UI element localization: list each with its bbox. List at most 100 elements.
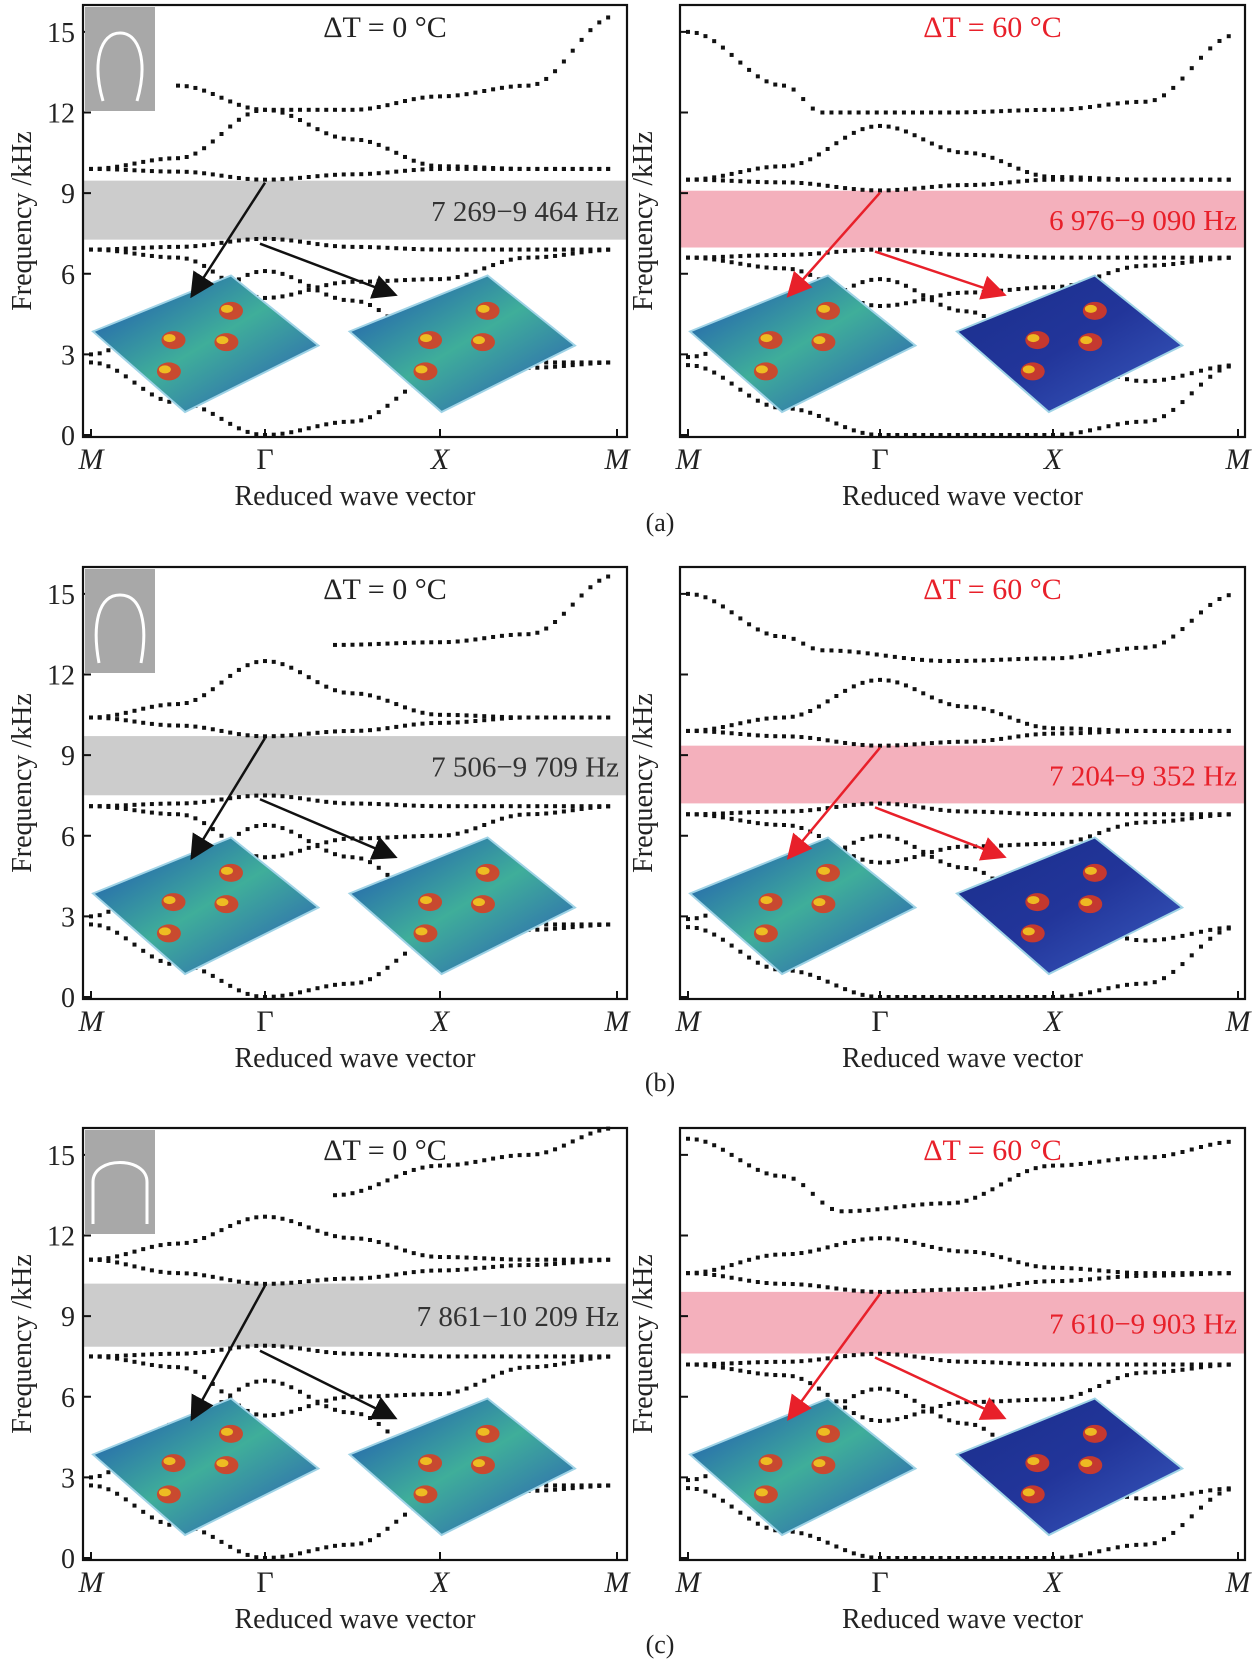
band-point bbox=[420, 95, 425, 100]
band-point bbox=[865, 110, 870, 115]
band-point bbox=[1161, 1495, 1166, 1500]
band-point bbox=[1033, 1362, 1038, 1367]
band-point bbox=[141, 252, 146, 257]
band-point bbox=[1097, 426, 1102, 431]
deformation-lobe-core bbox=[813, 1459, 826, 1468]
x-tick-label: M bbox=[1225, 1566, 1253, 1599]
band-point bbox=[929, 251, 934, 256]
band-point bbox=[1125, 100, 1129, 105]
band-point bbox=[158, 958, 163, 963]
band-point bbox=[132, 719, 137, 724]
band-point bbox=[1217, 38, 1222, 43]
band-point bbox=[1198, 177, 1203, 182]
band-point bbox=[245, 1280, 250, 1285]
deformation-lobe-core bbox=[755, 1488, 768, 1497]
band-point bbox=[553, 166, 558, 171]
band-point bbox=[482, 1158, 487, 1163]
band-point bbox=[544, 626, 549, 631]
band-point bbox=[1143, 1496, 1148, 1501]
band-point bbox=[376, 1394, 381, 1399]
band-point bbox=[1189, 931, 1194, 936]
band-point bbox=[1069, 731, 1074, 736]
band-point bbox=[429, 163, 434, 168]
band-point bbox=[176, 83, 180, 88]
band-point bbox=[808, 709, 813, 714]
band-point bbox=[938, 251, 943, 256]
band-point bbox=[955, 1249, 960, 1254]
band-point bbox=[429, 833, 434, 838]
band-point bbox=[773, 1281, 778, 1286]
band-point bbox=[843, 740, 848, 745]
band-point bbox=[834, 249, 839, 254]
x-tick-label: M bbox=[604, 443, 632, 476]
band-point bbox=[712, 175, 717, 180]
band-point bbox=[1078, 1161, 1083, 1166]
band-point bbox=[289, 1385, 294, 1390]
band-point bbox=[324, 1398, 329, 1403]
x-tick-label: Γ bbox=[256, 1005, 273, 1038]
band-point bbox=[912, 299, 917, 304]
band-point bbox=[167, 1351, 172, 1356]
band-point bbox=[834, 694, 839, 699]
band-point bbox=[830, 1206, 834, 1211]
band-point bbox=[368, 728, 372, 733]
band-point bbox=[790, 252, 795, 257]
band-point bbox=[236, 1387, 241, 1392]
band-point bbox=[176, 169, 180, 174]
band-point bbox=[947, 702, 952, 707]
band-point bbox=[1208, 602, 1213, 607]
band-point bbox=[825, 146, 830, 151]
band-point bbox=[106, 1354, 111, 1359]
band-point bbox=[851, 742, 856, 747]
x-axis-label: Reduced wave vector bbox=[235, 1604, 477, 1635]
band-point bbox=[1016, 1281, 1021, 1286]
band-point bbox=[420, 1269, 425, 1274]
band-point bbox=[1060, 841, 1065, 846]
band-point bbox=[712, 1143, 717, 1148]
band-point bbox=[315, 174, 320, 179]
band-point bbox=[446, 833, 451, 838]
band-point bbox=[123, 710, 128, 715]
band-point bbox=[1016, 1260, 1021, 1265]
band-point bbox=[553, 1261, 558, 1266]
plate-shape bbox=[91, 1397, 321, 1537]
band-point bbox=[429, 1354, 434, 1359]
band-point bbox=[184, 723, 189, 728]
band-point bbox=[517, 1153, 522, 1158]
band-point bbox=[1051, 175, 1055, 179]
band-point bbox=[860, 857, 865, 862]
band-point bbox=[947, 740, 952, 745]
band-point bbox=[1088, 652, 1092, 657]
band-point bbox=[280, 826, 285, 831]
deformation-lobe-core bbox=[1080, 1459, 1093, 1468]
band-point bbox=[738, 949, 743, 954]
band-point bbox=[368, 836, 372, 841]
band-point bbox=[747, 393, 752, 398]
band-point bbox=[1025, 1169, 1030, 1174]
band-point bbox=[816, 807, 821, 812]
band-point bbox=[368, 642, 372, 647]
band-point bbox=[886, 834, 891, 839]
band-point bbox=[886, 124, 891, 129]
band-point bbox=[219, 680, 224, 685]
band-point bbox=[981, 1360, 986, 1365]
band-point bbox=[1069, 1362, 1074, 1367]
band-point bbox=[782, 83, 786, 88]
band-point bbox=[981, 182, 986, 187]
band-point bbox=[902, 1204, 907, 1209]
band-point bbox=[1217, 364, 1222, 369]
deformation-lobe-core bbox=[415, 365, 428, 374]
band-point bbox=[1198, 368, 1203, 373]
band-point bbox=[508, 814, 513, 819]
band-series-b4 bbox=[686, 1351, 1231, 1367]
band-point bbox=[999, 712, 1004, 717]
band-point bbox=[324, 1404, 329, 1409]
band-point bbox=[694, 1486, 699, 1491]
band-point bbox=[883, 110, 888, 115]
band-point bbox=[947, 1287, 952, 1292]
band-point bbox=[263, 1413, 267, 1418]
band-point bbox=[1069, 655, 1074, 660]
x-tick-label: M bbox=[675, 1005, 703, 1038]
band-point bbox=[1125, 420, 1129, 425]
band-point bbox=[219, 978, 224, 983]
